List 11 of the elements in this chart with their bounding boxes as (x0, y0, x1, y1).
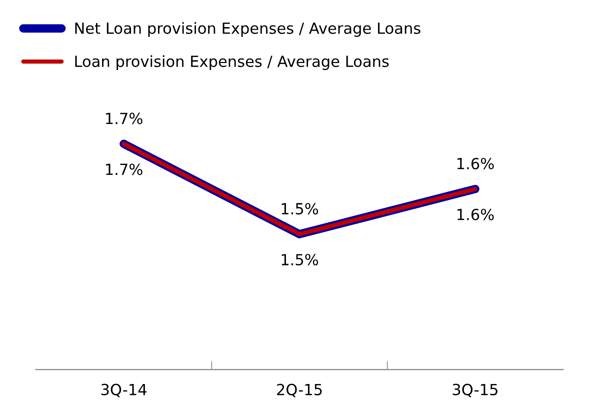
data-label: 1.6% (457, 208, 494, 220)
x-tick-label: 3Q-14 (101, 384, 146, 398)
data-label: 1.5% (282, 254, 318, 266)
data-label: 1.7% (106, 164, 142, 176)
x-tick-label: 3Q-15 (452, 384, 498, 398)
legend-label: Net Loan provision Expenses / Average Loans (75, 22, 420, 37)
data-label: 1.7% (106, 112, 142, 124)
data-label: 1.5% (282, 202, 318, 215)
x-tick-label: 2Q-15 (277, 384, 322, 398)
legend-label: Loan provision Expenses / Average Loans (75, 55, 389, 70)
data-label: 1.6% (457, 158, 494, 170)
